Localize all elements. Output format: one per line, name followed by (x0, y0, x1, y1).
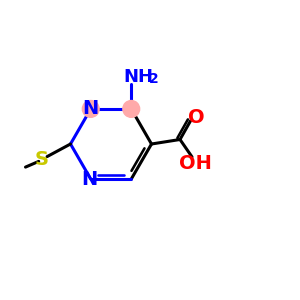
Text: NH: NH (124, 68, 154, 86)
Text: N: N (82, 99, 99, 119)
Text: 2: 2 (149, 72, 159, 86)
Text: S: S (35, 150, 49, 169)
Text: N: N (81, 169, 98, 189)
Circle shape (123, 100, 140, 117)
Circle shape (82, 100, 99, 117)
Text: OH: OH (179, 154, 212, 173)
Text: O: O (188, 108, 205, 128)
